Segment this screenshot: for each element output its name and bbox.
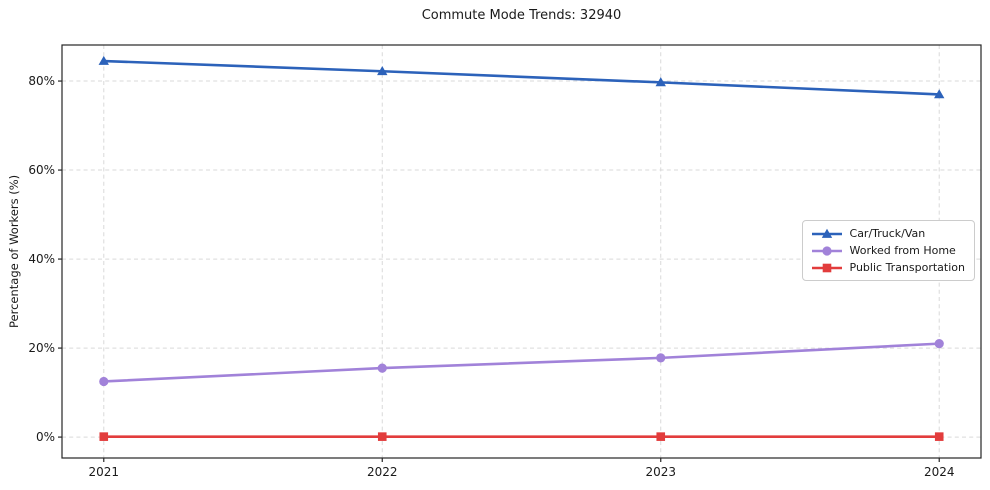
data-point-marker [656,353,666,363]
y-tick-label: 60% [28,163,55,177]
y-tick-label: 40% [28,252,55,266]
series-public-transportation [99,432,944,441]
legend-label: Worked from Home [849,244,956,257]
legend-entry-car-truck-van: Car/Truck/Van [811,227,965,240]
legend-entry-worked-from-home: Worked from Home [811,244,965,257]
data-point-marker [377,432,387,441]
data-point-marker [934,432,944,441]
legend-circle-marker-icon [811,245,842,256]
legend: Car/Truck/Van Worked from Home Public Tran… [801,220,975,281]
data-point-marker [822,263,831,272]
legend-label: Car/Truck/Van [849,227,926,240]
data-point-marker [821,228,832,238]
data-point-marker [99,376,109,387]
data-point-marker [934,339,944,349]
chart-title: Commute Mode Trends: 32940 [421,8,622,23]
legend-triangle-marker-icon [811,228,842,238]
axis-ticks: 0% 20% 40% 60% 80% 2021 2022 2023 2024 [28,74,954,479]
data-point-marker [656,432,666,441]
plot-area: Car/Truck/Van Worked from Home Public Tran… [62,45,981,458]
series-car-truck-van [98,55,945,99]
data-point-marker [99,432,109,441]
y-tick-label: 0% [36,430,55,444]
series-line [103,342,940,383]
plot-border [61,44,982,459]
legend-label: Public Transportation [849,261,965,274]
legend-square-marker-icon [811,263,842,272]
x-tick-label: 2021 [88,465,119,479]
series-line [103,59,940,96]
y-tick-label: 20% [28,341,55,355]
data-point-marker [934,89,945,99]
data-point-marker [377,363,387,373]
y-tick-label: 80% [28,74,55,88]
data-point-marker [655,77,666,87]
series-worked-from-home [99,339,944,387]
data-point-marker [377,66,388,76]
x-tick-label: 2022 [367,465,398,479]
x-tick-label: 2024 [924,465,955,479]
data-point-marker [821,245,832,256]
data-point-marker [98,55,109,65]
legend-entry-public-transportation: Public Transportation [811,261,965,274]
x-tick-label: 2023 [645,465,676,479]
